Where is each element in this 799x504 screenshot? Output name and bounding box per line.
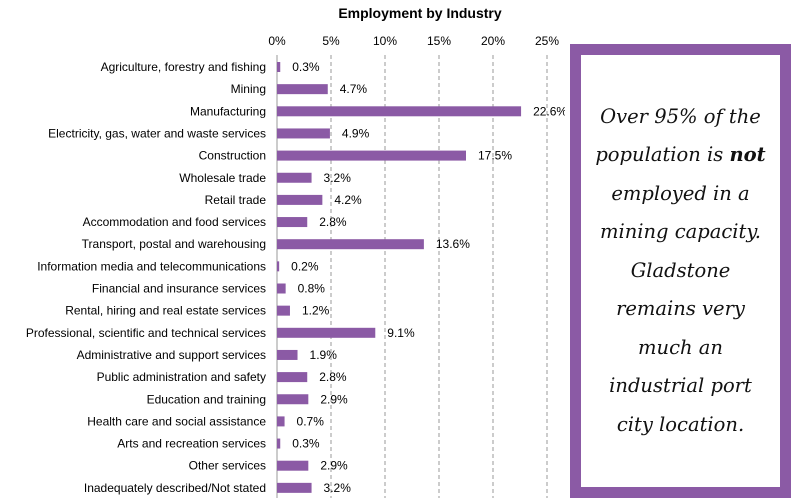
y-category-label: Health care and social assistance bbox=[87, 414, 266, 428]
y-category-label: Electricity, gas, water and waste servic… bbox=[48, 126, 266, 140]
y-category-label: Administrative and support services bbox=[77, 348, 266, 362]
data-label: 3.2% bbox=[324, 481, 352, 495]
x-tick-label: 20% bbox=[481, 34, 505, 48]
y-category-label: Manufacturing bbox=[190, 104, 266, 118]
x-tick-label: 0% bbox=[268, 34, 286, 48]
data-label: 22.6% bbox=[533, 104, 565, 118]
chart-bars bbox=[277, 62, 522, 493]
bar bbox=[277, 482, 312, 493]
bar bbox=[277, 416, 285, 427]
bar bbox=[277, 394, 309, 405]
y-category-label: Wholesale trade bbox=[179, 171, 266, 185]
data-label: 2.9% bbox=[320, 392, 348, 406]
data-label: 0.3% bbox=[292, 60, 320, 74]
data-label: 4.7% bbox=[340, 82, 368, 96]
data-label: 0.8% bbox=[298, 282, 326, 296]
bar bbox=[277, 438, 281, 449]
y-category-label: Inadequately described/Not stated bbox=[84, 481, 266, 495]
data-label: 2.8% bbox=[319, 215, 347, 229]
callout-text: Over 95% of the population is not employed… bbox=[595, 104, 766, 436]
callout-emphasis: not bbox=[729, 143, 766, 167]
employment-bar-chart: Employment by Industry 0% 5% 10% 15% 20% 25% … bbox=[26, 5, 565, 498]
y-category-label: Professional, scientific and technical s… bbox=[26, 326, 266, 340]
x-tick-label: 15% bbox=[427, 34, 451, 48]
data-label: 3.2% bbox=[324, 171, 352, 185]
y-category-label: Accommodation and food services bbox=[83, 215, 266, 229]
bar bbox=[277, 349, 298, 360]
bar bbox=[277, 128, 330, 139]
y-category-label: Public administration and safety bbox=[97, 370, 266, 384]
bar bbox=[277, 305, 290, 316]
y-category-label: Rental, hiring and real estate services bbox=[65, 304, 266, 318]
bar bbox=[277, 106, 522, 117]
bar bbox=[277, 283, 286, 294]
data-label: 1.9% bbox=[310, 348, 338, 362]
x-tick-label: 10% bbox=[373, 34, 397, 48]
bar bbox=[277, 372, 308, 383]
data-label: 1.2% bbox=[302, 304, 330, 318]
chart-gridlines bbox=[276, 55, 548, 498]
bar bbox=[277, 460, 309, 471]
x-tick-label: 5% bbox=[322, 34, 340, 48]
data-label: 2.9% bbox=[320, 459, 348, 473]
data-labels: 0.3% 4.7% 22.6% 4.9% 17.5% 3.2% 4.2% 2.8% 13.6% 0… bbox=[291, 60, 565, 495]
bar bbox=[277, 217, 308, 228]
y-category-label: Retail trade bbox=[205, 193, 267, 207]
y-category-label: Education and training bbox=[147, 392, 266, 406]
bar bbox=[277, 62, 281, 72]
data-label: 0.7% bbox=[297, 414, 325, 428]
data-label: 13.6% bbox=[436, 237, 470, 251]
callout-box: Over 95% of the population is not employed… bbox=[580, 54, 781, 488]
data-label: 4.2% bbox=[334, 193, 362, 207]
bar bbox=[277, 327, 376, 338]
y-category-label: Arts and recreation services bbox=[117, 437, 266, 451]
x-axis-ticks: 0% 5% 10% 15% 20% 25% bbox=[268, 34, 559, 48]
data-label: 9.1% bbox=[387, 326, 415, 340]
data-label: 17.5% bbox=[478, 149, 512, 163]
bar bbox=[277, 239, 424, 250]
bar bbox=[277, 194, 323, 205]
bar bbox=[277, 150, 466, 161]
y-axis-labels: Agriculture, forestry and fishing Mining M… bbox=[26, 60, 266, 495]
data-label: 4.9% bbox=[342, 126, 370, 140]
data-label: 0.2% bbox=[291, 259, 319, 273]
callout-frame: Over 95% of the population is not employed… bbox=[570, 44, 791, 498]
data-label: 2.8% bbox=[319, 370, 347, 384]
y-category-label: Mining bbox=[231, 82, 266, 96]
y-category-label: Financial and insurance services bbox=[92, 282, 266, 296]
bar bbox=[277, 172, 312, 183]
y-category-label: Other services bbox=[189, 459, 266, 473]
x-tick-label: 25% bbox=[535, 34, 559, 48]
y-category-label: Agriculture, forestry and fishing bbox=[101, 60, 266, 74]
y-category-label: Information media and telecommunications bbox=[37, 259, 266, 273]
y-category-label: Construction bbox=[199, 149, 266, 163]
y-category-label: Transport, postal and warehousing bbox=[82, 237, 266, 251]
bar bbox=[277, 84, 328, 95]
chart-title: Employment by Industry bbox=[338, 5, 502, 21]
bar bbox=[277, 261, 280, 272]
data-label: 0.3% bbox=[292, 437, 320, 451]
